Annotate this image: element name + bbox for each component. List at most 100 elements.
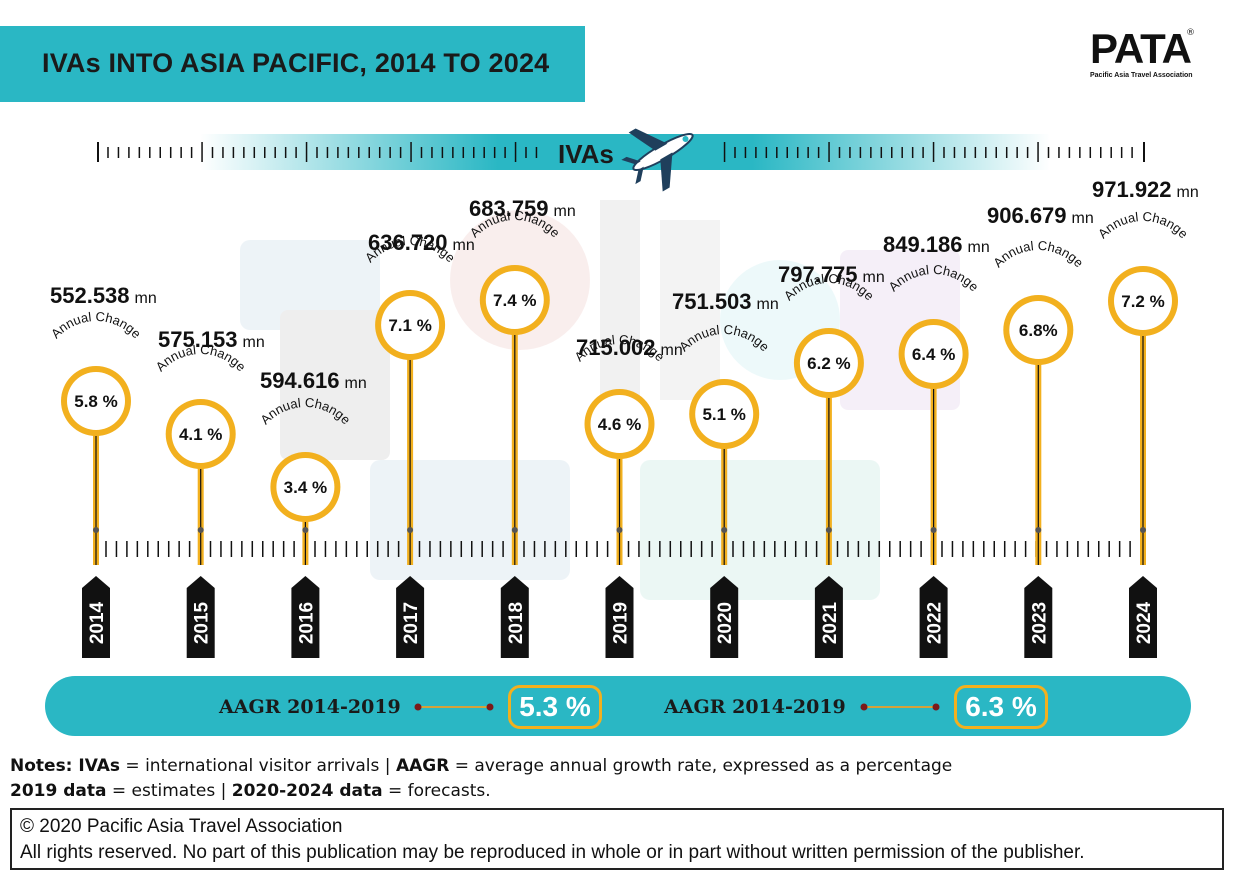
value-number: 971.922 <box>1092 177 1172 202</box>
pin-2024: 7.2 % Annual Change <box>1095 209 1191 565</box>
value-label-2020: 751.503 mn <box>672 289 779 315</box>
annual-change-label: Annual Change <box>885 262 981 294</box>
value-unit: mn <box>344 375 367 392</box>
value-unit: mn <box>660 342 683 359</box>
year-label: 2015 <box>192 601 213 644</box>
value-label-2015: 575.153 mn <box>158 327 265 353</box>
year-tag-shape <box>1024 576 1053 658</box>
pin-face <box>904 325 963 383</box>
annual-change-label: Annual Change <box>1095 209 1191 241</box>
annual-change-value: 5.1 % <box>702 405 745 424</box>
year-label: 2019 <box>611 602 632 644</box>
value-unit: mn <box>1071 210 1094 227</box>
rights-line: All rights reserved. No part of this pub… <box>20 842 1085 863</box>
pin-face <box>695 385 754 443</box>
year-tag-2022: 2022 <box>919 576 948 658</box>
pin-node <box>407 527 414 533</box>
year-label: 2022 <box>925 602 946 644</box>
pin-node <box>197 527 204 533</box>
year-tag-shape <box>500 576 529 658</box>
annual-change-label: Annual Change <box>48 309 144 341</box>
annual-change-label: Annual Change <box>257 395 353 427</box>
value-number: 715.002 <box>576 335 656 360</box>
pin-2021: 6.2 %Annual Change <box>781 271 877 565</box>
year-label: 2024 <box>1134 601 1155 644</box>
value-number: 683.759 <box>469 196 549 221</box>
aagr-value-2: 6.3 % <box>954 685 1048 729</box>
note-key-ivas: Notes: IVAs <box>10 756 121 776</box>
pin-node <box>93 527 99 533</box>
pin-face <box>381 296 440 354</box>
value-number: 575.153 <box>158 327 238 352</box>
value-number: 751.503 <box>672 289 752 314</box>
value-number: 636.720 <box>368 230 448 255</box>
ivas-band <box>200 134 1050 170</box>
value-label-2018: 683.759 mn <box>469 196 576 222</box>
value-unit: mn <box>242 334 265 351</box>
value-unit: mn <box>862 269 885 286</box>
value-label-2024: 971.922 mn <box>1092 177 1199 203</box>
value-unit: mn <box>134 290 157 307</box>
year-label: 2014 <box>87 601 108 644</box>
note-key-aagr: AAGR <box>395 756 450 776</box>
pata-logo: PATA ® Pacific Asia Travel Association <box>1090 28 1200 84</box>
value-number: 552.538 <box>50 283 130 308</box>
logo-tagline: Pacific Asia Travel Association <box>1090 72 1193 79</box>
year-tag-2014: 2014 <box>82 576 110 658</box>
pin-node <box>616 527 623 533</box>
pin-2019: 4.6 %Annual Change <box>571 332 668 565</box>
annual-change-value: 3.4 % <box>284 478 327 497</box>
pin-2020: 5.1 % Annual Change <box>676 322 772 565</box>
year-label: 2016 <box>296 602 317 644</box>
logo-wordmark: PATA <box>1090 25 1192 72</box>
year-tag-2020: 2020 <box>710 576 739 658</box>
year-tag-shape <box>919 576 948 658</box>
aagr-label-1: AAGR 2014-2019 <box>219 696 401 718</box>
notes-line-2: 2019 data = estimates | 2020-2024 data =… <box>10 781 491 801</box>
year-label: 2017 <box>401 602 422 644</box>
pin-face <box>276 458 335 516</box>
year-tag-2017: 2017 <box>396 576 425 658</box>
annual-change-value: 7.2 % <box>1121 292 1164 311</box>
pin-face <box>590 395 649 453</box>
note-divider: | <box>215 781 232 801</box>
value-unit: mn <box>1176 184 1199 201</box>
pin-face <box>67 372 125 430</box>
annual-change-label: Annual Change <box>676 322 772 354</box>
year-tag-shape <box>605 576 634 658</box>
airplane-icon <box>621 128 694 192</box>
aagr-connector-2 <box>860 703 940 711</box>
year-label: 2018 <box>506 602 527 644</box>
annual-change-value: 6.4 % <box>912 345 955 364</box>
annual-change-value: 5.8 % <box>74 392 117 411</box>
pin-face <box>799 334 858 392</box>
year-label: 2023 <box>1029 602 1050 644</box>
year-tag-2023: 2023 <box>1024 576 1053 658</box>
aagr-label-2: AAGR 2014-2019 <box>664 696 846 718</box>
bottom-ruler <box>105 541 1131 557</box>
value-number: 849.186 <box>883 232 963 257</box>
value-label-2022: 849.186 mn <box>883 232 990 258</box>
annual-change-value: 6.8% <box>1019 321 1058 340</box>
year-label: 2020 <box>715 602 736 644</box>
annual-change-value: 7.4 % <box>493 291 536 310</box>
registered-mark: ® <box>1186 28 1195 38</box>
year-tag-shape <box>710 576 739 658</box>
note-key-forecast: 2020-2024 data <box>231 781 383 801</box>
note-divider: | <box>379 756 396 776</box>
value-unit: mn <box>756 296 779 313</box>
note-text-2019: = estimates <box>106 781 216 801</box>
value-number: 906.679 <box>987 203 1067 228</box>
year-tag-2024: 2024 <box>1129 576 1157 658</box>
pin-2014: 5.8 % Annual Change <box>48 309 144 565</box>
ivas-label: IVAs <box>558 139 614 169</box>
year-tag-shape <box>1129 576 1157 658</box>
year-tags-layer: 2014 2015 2016 2017 2018 2019 2020 2021 2022 2023… <box>82 576 1157 658</box>
value-label-2016: 594.616 mn <box>260 368 367 394</box>
pin-2023: 6.8% Annual Change <box>990 238 1086 565</box>
pin-node <box>1140 527 1146 533</box>
aagr-value-1: 5.3 % <box>508 685 602 729</box>
pin-2015: 4.1 %Annual Change <box>153 342 249 565</box>
